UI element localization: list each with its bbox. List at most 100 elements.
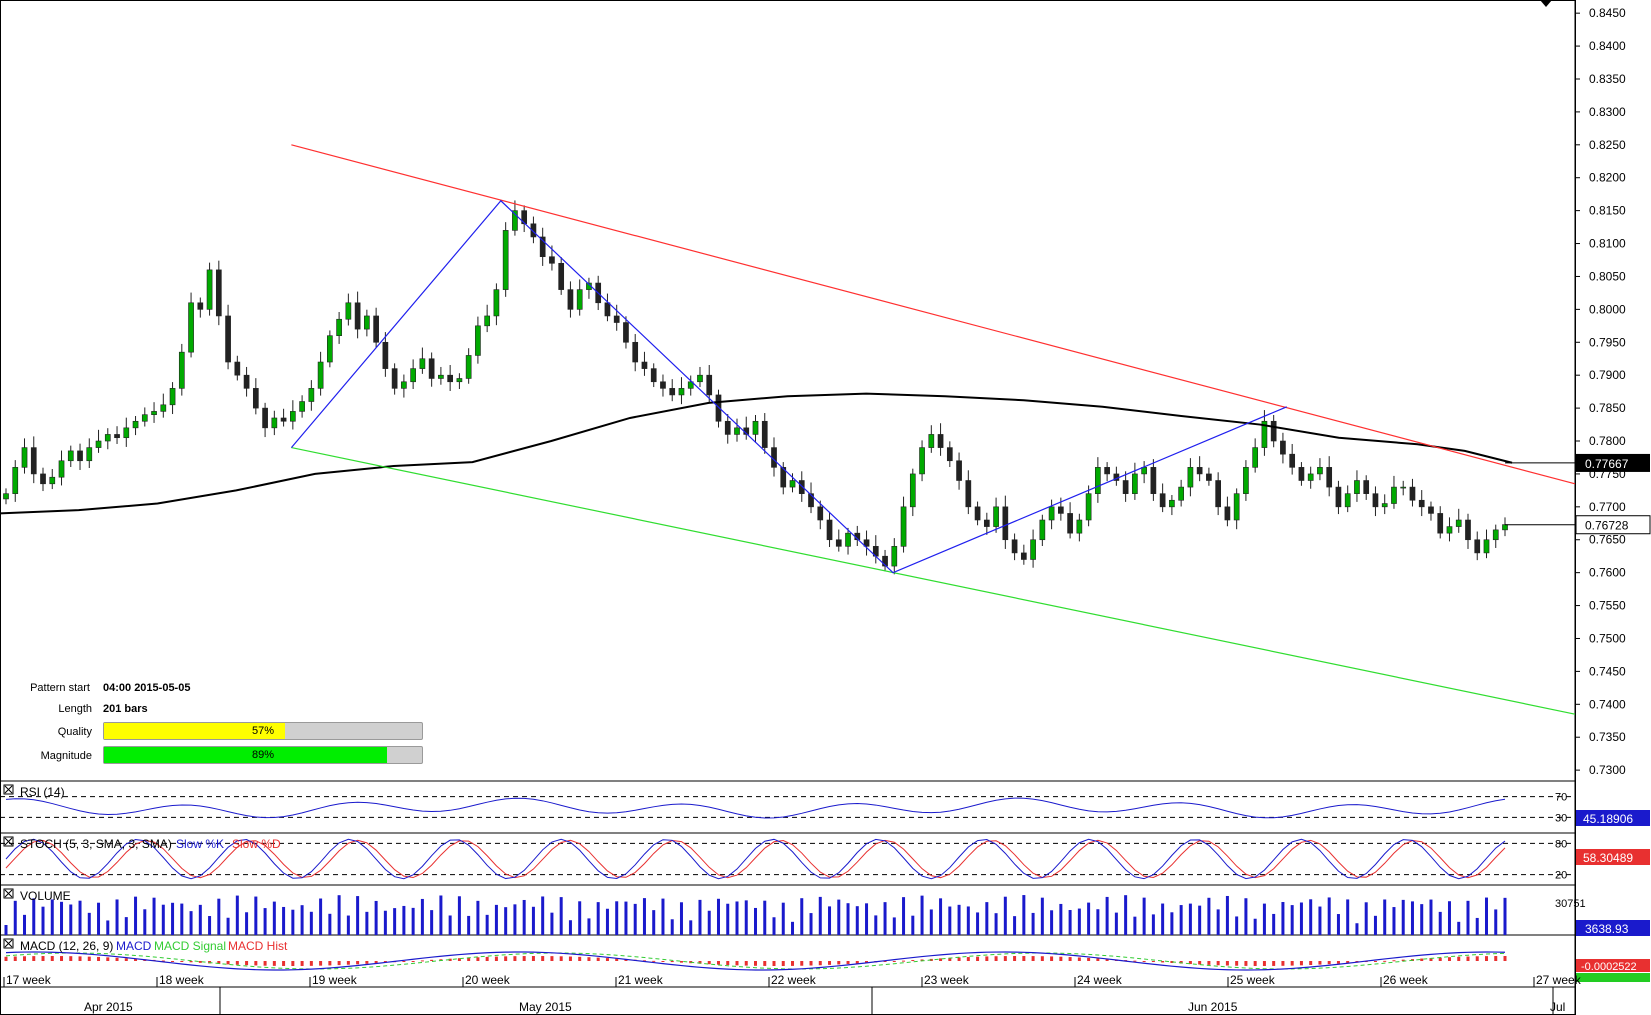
volume-bar (994, 913, 998, 935)
macd-hist-bar (1244, 961, 1248, 966)
volume-bar (1235, 916, 1239, 935)
volume-bar (134, 896, 138, 935)
candle-down (1289, 453, 1296, 468)
volume-bar (735, 901, 739, 935)
macd-signal-label: MACD Signal (154, 939, 226, 953)
macd-hist-bar (50, 956, 54, 961)
week-label: 25 week (1230, 973, 1276, 987)
candle-up (493, 289, 500, 317)
candle-down (863, 539, 870, 547)
week-label: 21 week (618, 973, 664, 987)
volume-value: 3638.93 (1585, 922, 1629, 936)
price-tick-label: 0.8050 (1589, 269, 1626, 283)
volume-bar (1475, 917, 1479, 935)
candle-up (1141, 467, 1147, 475)
candle-up (206, 269, 213, 310)
candle-down (724, 420, 731, 435)
macd-hist-bar (1198, 961, 1202, 965)
candle-down (234, 361, 241, 376)
candle-down (215, 269, 222, 317)
macd-hist-bar (365, 961, 369, 964)
price-tick-label: 0.8100 (1589, 237, 1626, 251)
macd-hist-bar (189, 961, 193, 963)
volume-bar (689, 920, 693, 935)
macd-hist-bar (346, 961, 350, 965)
rsi-line (5, 797, 1506, 819)
macd-hist-bar (13, 956, 17, 961)
candle-down (1196, 467, 1203, 475)
week-label: 27 week (1536, 973, 1582, 987)
macd-value: -0.0002522 (1581, 961, 1637, 973)
macd-hist-bar (1318, 961, 1322, 965)
candle-down (761, 420, 768, 448)
candle-down (623, 322, 629, 343)
volume-bar (356, 896, 360, 935)
volume-bar (605, 908, 609, 935)
macd-hist-bar (605, 958, 609, 961)
volume-bar (929, 909, 933, 935)
candle-up (1132, 473, 1138, 494)
magnitude-bar: 89% (103, 746, 423, 764)
macd-hist-bar (892, 961, 896, 962)
macd-hist-bar (23, 956, 27, 961)
macd-hist-bar (809, 961, 813, 966)
volume-bar (365, 911, 369, 935)
pattern-start-label: Pattern start (30, 682, 90, 694)
volume-bar (892, 917, 896, 935)
volume-bar (976, 912, 980, 935)
macd-hist-bar (513, 956, 517, 961)
candle-down (632, 341, 639, 363)
month-label: Jul (1550, 1000, 1565, 1014)
volume-bar (226, 917, 230, 935)
candle-up (1455, 519, 1462, 527)
candle-up (271, 417, 278, 429)
volume-bar (235, 895, 239, 935)
volume-bar (1022, 895, 1026, 935)
volume-bar (1170, 912, 1174, 935)
volume-bar (874, 915, 878, 935)
volume-bar (1318, 906, 1322, 935)
candle-down (1474, 539, 1481, 554)
volume-bar (476, 900, 480, 935)
macd-hist-bar (1207, 961, 1211, 965)
candle-up (1169, 499, 1175, 508)
candle-down (252, 388, 259, 409)
volume-bar (50, 899, 54, 935)
price-tick-label: 0.7300 (1589, 763, 1626, 777)
candle-down (243, 374, 250, 389)
candle-down (1280, 440, 1286, 455)
volume-bar (1244, 898, 1248, 935)
volume-bar (1124, 895, 1128, 935)
candle-up (1252, 447, 1259, 468)
volume-bar (1114, 912, 1118, 935)
volume-bar (217, 898, 221, 935)
macd-hist-bar (1068, 957, 1072, 961)
volume-axis-value: 30751 (1555, 898, 1586, 910)
rsi-level-label: 70 (1555, 792, 1567, 804)
macd-hist-bar (1336, 961, 1340, 964)
volume-bar (1346, 899, 1350, 935)
candle-down (1409, 486, 1416, 501)
volume-bar (189, 911, 193, 935)
price-tick-label: 0.7900 (1589, 368, 1626, 382)
volume-bar (957, 904, 961, 935)
price-tick-label: 0.8450 (1589, 6, 1626, 20)
magnitude-bar-fill (104, 747, 388, 763)
candle-up (1307, 473, 1314, 481)
zigzag-line (290, 199, 1288, 574)
macd-hist-bar (846, 961, 850, 965)
candle-down (798, 480, 805, 494)
candle-down (817, 506, 824, 521)
candle-up (151, 411, 157, 415)
macd-hist-bar (411, 961, 415, 962)
moving-average-line (0, 392, 1513, 515)
macd-hist-bar (4, 956, 8, 961)
rsi-value-badge (1576, 810, 1650, 826)
macd-hist-bar (948, 957, 952, 961)
candle-up (132, 420, 139, 429)
macd-hist-bar (1484, 956, 1488, 961)
macd-hist-bar (531, 956, 535, 961)
price-tick-label: 0.8000 (1589, 302, 1626, 316)
candle-up (1317, 467, 1323, 475)
candle-down (1465, 519, 1471, 541)
